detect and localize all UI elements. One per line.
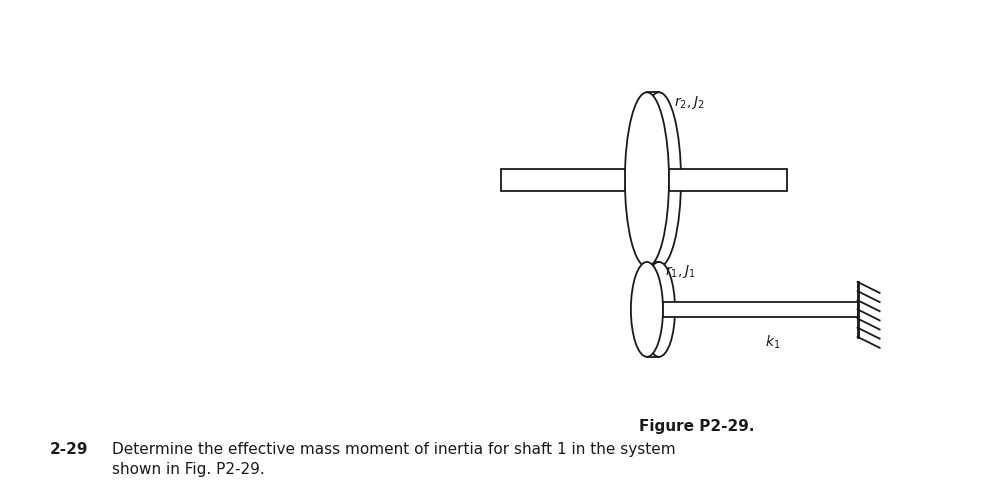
Ellipse shape: [642, 262, 674, 357]
Ellipse shape: [624, 92, 668, 267]
Text: 2-29: 2-29: [50, 442, 88, 457]
Bar: [662, 302, 857, 317]
Text: Figure P2-29.: Figure P2-29.: [638, 419, 755, 434]
Text: $r_1, J_1$: $r_1, J_1$: [664, 263, 695, 280]
Text: $r_2, J_2$: $r_2, J_2$: [673, 94, 704, 111]
Bar: [668, 169, 787, 191]
Text: Determine the effective mass moment of inertia for shaft 1 in the system: Determine the effective mass moment of i…: [112, 442, 675, 457]
Ellipse shape: [636, 92, 680, 267]
Ellipse shape: [630, 262, 662, 357]
Bar: [501, 169, 624, 191]
Text: shown in Fig. P2-29.: shown in Fig. P2-29.: [112, 462, 265, 477]
Text: $k_1$: $k_1$: [764, 333, 780, 350]
